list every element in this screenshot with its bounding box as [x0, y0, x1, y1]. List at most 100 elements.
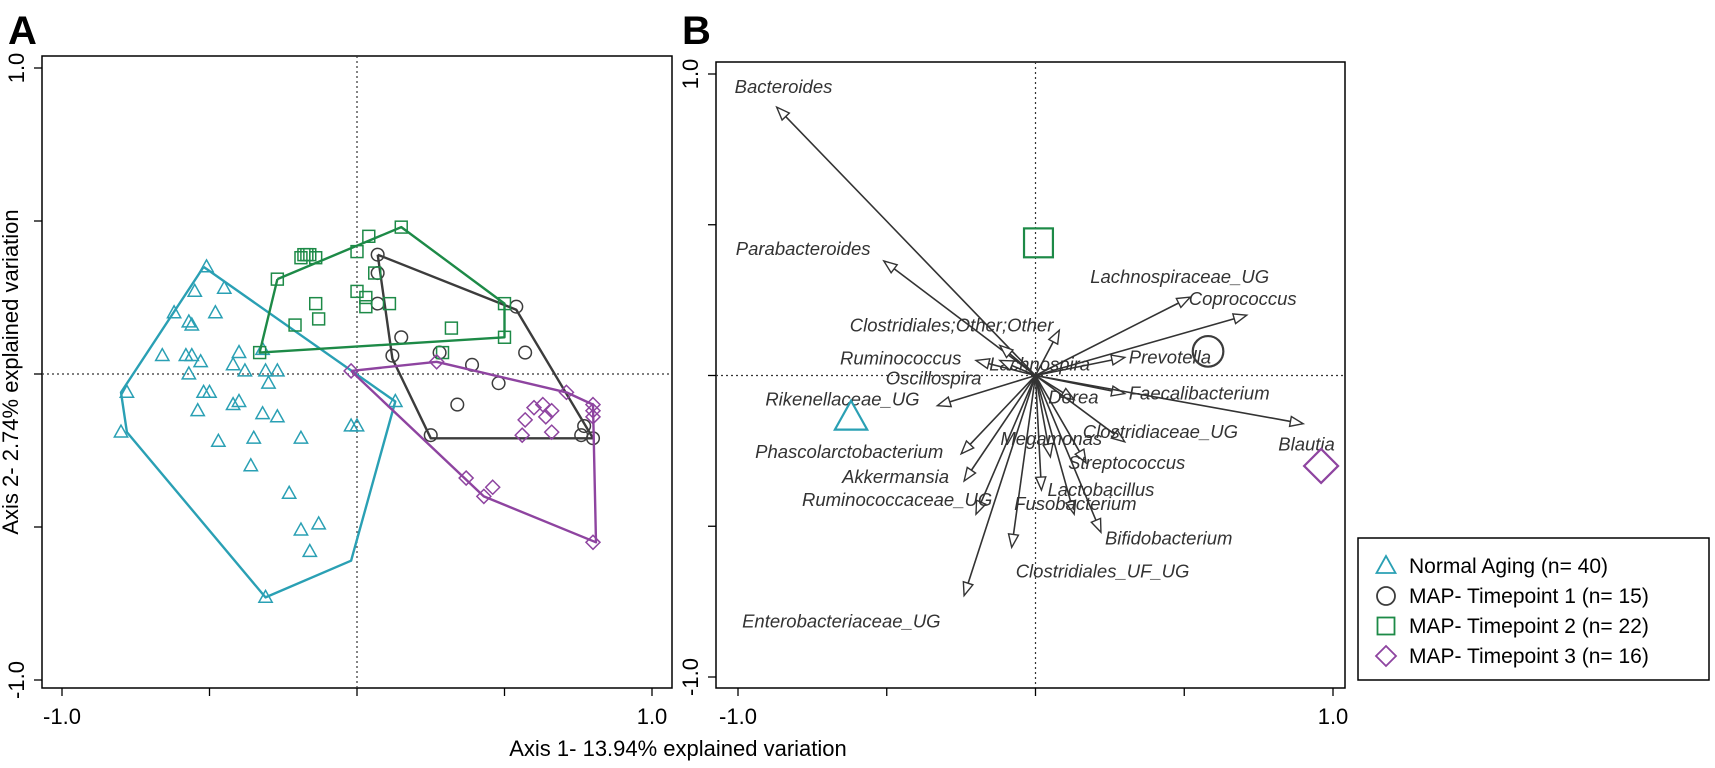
square-point — [350, 244, 364, 259]
y-tick-label: -1.0 — [4, 661, 29, 699]
vector-line — [1034, 375, 1072, 502]
square-point — [368, 266, 382, 280]
circle-point — [423, 428, 438, 443]
circle-point — [577, 418, 592, 434]
diamond-point — [475, 488, 492, 505]
triangle-point — [281, 484, 298, 499]
diamond-point — [537, 408, 554, 425]
triangle-point — [166, 304, 183, 319]
vector-label: Akkermansia — [841, 466, 949, 487]
triangle-point — [183, 347, 200, 362]
series-triangle — [113, 258, 404, 604]
diamond-point — [484, 479, 501, 496]
legend-triangle-icon — [1374, 554, 1398, 574]
diamond-point — [458, 469, 475, 487]
centroid-circle — [1191, 334, 1225, 368]
y-tick-label: 1.0 — [4, 53, 29, 84]
square-point — [270, 272, 285, 286]
vector-arrowhead — [882, 259, 899, 274]
vector-arrowhead — [1047, 328, 1061, 346]
diamond-point — [534, 396, 551, 413]
x-tick-label: 1.0 — [637, 704, 668, 729]
vector-label: Fusobacterium — [1014, 493, 1136, 514]
triangle-point — [207, 304, 224, 319]
vector-line — [949, 374, 1036, 403]
triangle-point — [254, 405, 271, 420]
vector-arrowhead — [1041, 442, 1054, 459]
centroid-diamond — [1302, 447, 1340, 485]
legend: Normal Aging (n= 40) MAP- Timepoint 1 (n=… — [1357, 537, 1710, 681]
vector-label: Lachnospiraceae_UG — [1090, 266, 1269, 287]
vector-arrowhead — [1074, 448, 1088, 465]
diamond-point — [514, 427, 531, 444]
vector-arrowhead — [1034, 476, 1047, 493]
centroid-square — [1022, 227, 1055, 259]
vector-label: Ruminococcus — [840, 347, 961, 368]
circle-point — [370, 265, 385, 281]
vector-arrowhead — [998, 359, 1015, 372]
triangle-point — [225, 356, 242, 371]
vector-arrowhead — [963, 466, 977, 483]
vector-arrowhead — [1090, 517, 1102, 535]
triangle-point — [189, 402, 206, 417]
square-point — [252, 345, 267, 360]
vector-arrowhead — [1231, 313, 1249, 325]
triangle-point — [225, 396, 242, 411]
triangle-point — [113, 423, 129, 438]
vector-line — [967, 375, 1037, 584]
square-point — [444, 321, 459, 335]
vector-line — [1035, 374, 1115, 435]
triangle-point — [231, 393, 247, 408]
x-tick-label: -1.0 — [719, 704, 757, 729]
triangle-point — [118, 383, 135, 399]
circle-point — [491, 376, 506, 391]
vector-line — [1034, 341, 1054, 376]
panel-a-letter: A — [8, 9, 37, 53]
diamond-point — [428, 353, 445, 370]
square-point — [435, 345, 450, 360]
vector-arrowhead — [998, 344, 1015, 359]
vector-line — [1034, 375, 1097, 521]
vector-label: Dorea — [1048, 387, 1098, 408]
triangle-point — [260, 374, 277, 389]
legend-entry: MAP- Timepoint 3 (n= 16) — [1409, 645, 1649, 668]
diamond-point — [343, 362, 360, 380]
hull-diamond — [350, 360, 598, 544]
square-point — [382, 296, 397, 311]
diamond-point — [525, 399, 543, 416]
vector-line — [1034, 375, 1081, 453]
triangle-point — [310, 515, 327, 530]
vector-line — [1011, 364, 1036, 377]
circle-point — [370, 296, 385, 311]
triangle-point — [245, 429, 262, 444]
legend-diamond-icon — [1374, 644, 1398, 668]
vector-label: Blautia — [1278, 434, 1335, 455]
diamond-point — [543, 402, 560, 419]
triangle-point — [257, 362, 274, 377]
vector-label: Ruminococcaceae_UG — [802, 489, 992, 510]
vector-label: Enterobacteriaceae_UG — [742, 611, 940, 632]
triangle-point — [198, 258, 215, 273]
circle-point — [385, 348, 400, 363]
vector-arrowhead — [1064, 499, 1077, 517]
circle-point — [450, 397, 465, 412]
triangle-point — [293, 429, 309, 444]
triangle-point — [231, 344, 247, 359]
triangle-point — [236, 362, 253, 377]
square-point — [362, 229, 376, 244]
vector-arrowhead — [1007, 532, 1020, 550]
legend-square-icon — [1376, 616, 1396, 636]
y-tick-label: -1.0 — [678, 658, 703, 696]
circle-point — [394, 330, 409, 345]
legend-entry: MAP- Timepoint 2 (n= 22) — [1409, 615, 1649, 638]
vector-line — [988, 362, 1036, 377]
diamond-point — [558, 384, 575, 401]
vector-arrowhead — [935, 395, 953, 408]
legend-entry: MAP- Timepoint 1 (n= 15) — [1409, 585, 1649, 608]
vector-label: Clostridiales;Other;Other — [850, 314, 1054, 335]
vector-line — [1034, 375, 1042, 478]
series-square — [252, 220, 512, 360]
series-circle — [370, 247, 601, 446]
vector-label: Oscillospira — [886, 367, 982, 388]
triangle-point — [387, 393, 404, 408]
